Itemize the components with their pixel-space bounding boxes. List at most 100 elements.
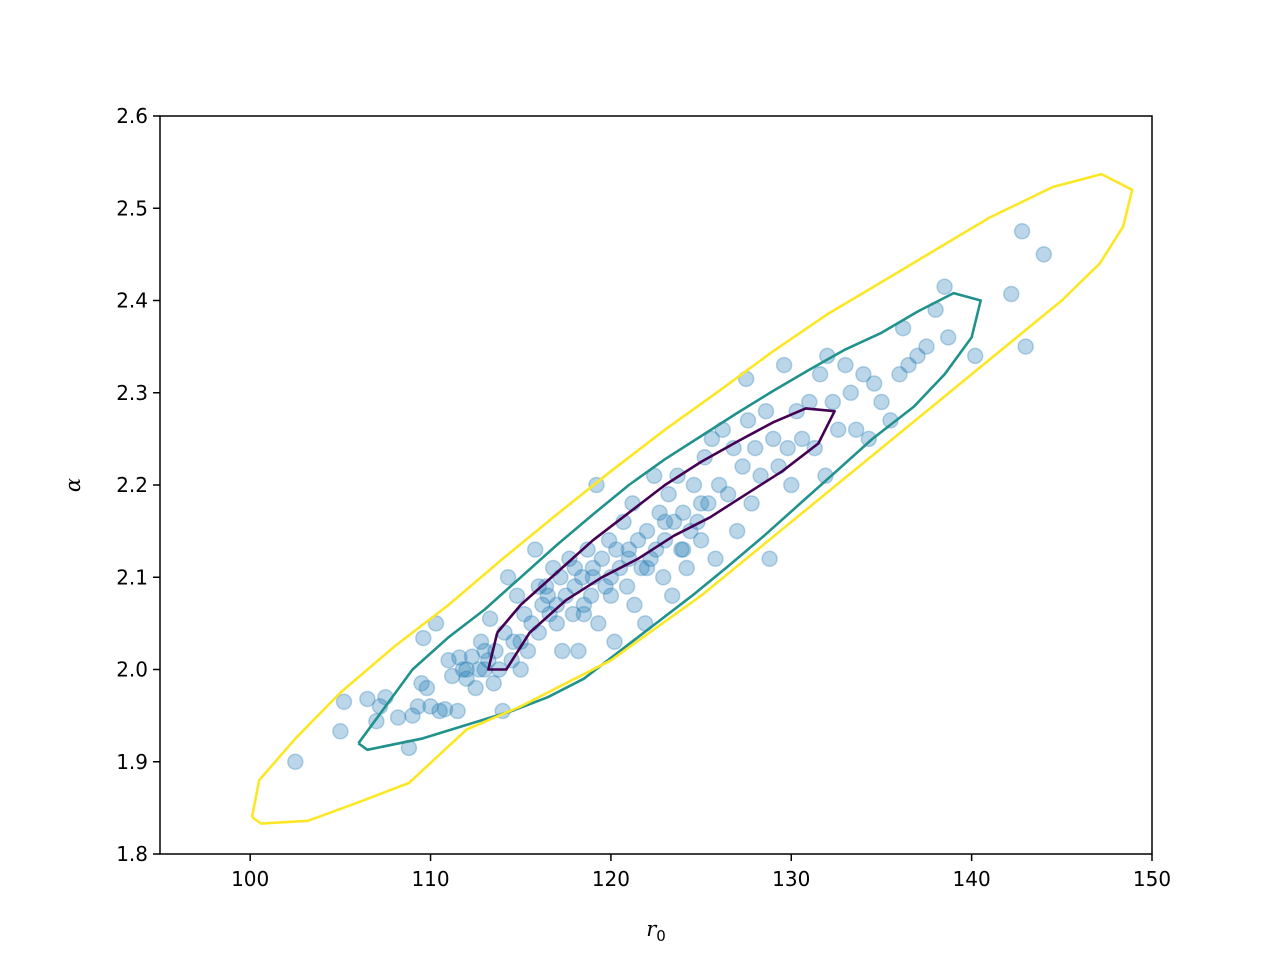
y-tick-label: 2.1 xyxy=(116,565,148,589)
scatter-point xyxy=(418,679,436,697)
scatter-point xyxy=(674,504,692,521)
scatter-point xyxy=(707,550,724,568)
scatter-point xyxy=(734,458,751,475)
x-tick-label: 100 xyxy=(231,867,269,891)
scatter-point xyxy=(467,679,484,697)
scatter-point xyxy=(1035,246,1053,263)
x-tick-label: 130 xyxy=(772,867,810,891)
scatter-point xyxy=(287,753,304,771)
scatter-point xyxy=(678,559,695,577)
scatter-point xyxy=(443,667,461,685)
scatter-point xyxy=(537,578,555,595)
scatter-point xyxy=(573,569,591,586)
scatter-point xyxy=(575,596,593,614)
x-axis-ticks: 100 110 120 130 140 150 xyxy=(231,854,1171,891)
contour-lines xyxy=(250,172,1134,825)
scatter-point xyxy=(824,393,842,411)
scatter-point xyxy=(775,356,793,374)
scatter-point xyxy=(719,485,737,503)
scatter-point xyxy=(539,587,557,604)
scatter-point xyxy=(530,624,548,641)
x-tick-label: 110 xyxy=(411,867,449,891)
scatter-point xyxy=(654,569,672,586)
scatter-point xyxy=(700,495,717,512)
scatter-point xyxy=(665,513,683,531)
scatter-point xyxy=(552,569,569,586)
scatter-point xyxy=(847,421,865,438)
scatter-point xyxy=(505,633,522,651)
scatter-point xyxy=(566,559,584,577)
scatter-point xyxy=(757,402,775,420)
scatter-point xyxy=(404,707,421,724)
scatter-point xyxy=(873,393,890,411)
scatter-point xyxy=(865,375,883,392)
scatter-point xyxy=(472,633,490,651)
scatter-point xyxy=(692,495,710,512)
scatter-point xyxy=(842,384,860,402)
scatter-point xyxy=(436,700,454,718)
scatter-point xyxy=(530,578,548,595)
scatter-point xyxy=(553,642,571,660)
scatter-point xyxy=(575,605,593,623)
scatter-point xyxy=(526,541,544,558)
scatter-point xyxy=(593,550,611,568)
scatter-point xyxy=(335,693,353,711)
scatter-point xyxy=(579,541,596,558)
scatter-point xyxy=(629,532,647,549)
scatter-point xyxy=(597,578,614,595)
scatter-point xyxy=(860,430,878,448)
scatter-point xyxy=(779,439,796,457)
scatter-point xyxy=(534,596,551,614)
scatter-point xyxy=(761,550,778,568)
scatter-point xyxy=(692,532,710,549)
scatter-point xyxy=(422,698,439,715)
scatter-point xyxy=(449,702,466,720)
scatter-point xyxy=(413,675,430,692)
scatter-point xyxy=(458,661,475,678)
scatter-point xyxy=(1017,338,1034,355)
scatter-point xyxy=(900,356,917,374)
scatter-point xyxy=(739,412,757,429)
scatter-point xyxy=(620,541,638,558)
scatter-point xyxy=(651,504,668,521)
scatter-point xyxy=(561,550,578,568)
scatter-point xyxy=(674,541,692,558)
scatter-point xyxy=(608,541,625,558)
contour-line-2 xyxy=(357,291,982,752)
scatter-point xyxy=(770,458,787,475)
scatter-point xyxy=(409,698,427,715)
scatter-point xyxy=(939,329,957,346)
scatter-point xyxy=(638,559,656,577)
scatter-point xyxy=(512,661,529,678)
scatter-point xyxy=(909,347,926,365)
scatter-point xyxy=(602,587,620,604)
contour-line-3 xyxy=(250,172,1134,825)
scatter-point xyxy=(1003,285,1020,303)
scatter-point xyxy=(918,338,935,355)
scatter-point xyxy=(793,430,811,448)
scatter-point xyxy=(638,522,656,540)
scatter-point xyxy=(764,430,782,448)
scatter-point xyxy=(508,587,526,604)
contour-line-1 xyxy=(487,407,836,671)
scatter-point xyxy=(440,652,457,669)
y-tick-label: 2.2 xyxy=(116,473,148,497)
scatter-point xyxy=(633,559,650,577)
scatter-point xyxy=(584,559,602,577)
y-tick-label: 2.3 xyxy=(116,381,148,405)
scatter-point xyxy=(516,605,533,623)
scatter-point xyxy=(582,587,600,604)
scatter-point xyxy=(837,356,854,374)
scatter-point xyxy=(656,513,674,531)
scatter-point xyxy=(570,642,587,660)
y-axis-label: α xyxy=(61,478,85,492)
scatter-point xyxy=(626,596,643,614)
plot-area-frame xyxy=(159,115,1153,855)
scatter-point xyxy=(458,670,475,687)
scatter-point xyxy=(811,366,829,383)
y-tick-label: 2.4 xyxy=(116,289,148,313)
scatter-point xyxy=(485,675,502,692)
scatter-point xyxy=(673,541,690,558)
scatter-point xyxy=(660,485,677,503)
